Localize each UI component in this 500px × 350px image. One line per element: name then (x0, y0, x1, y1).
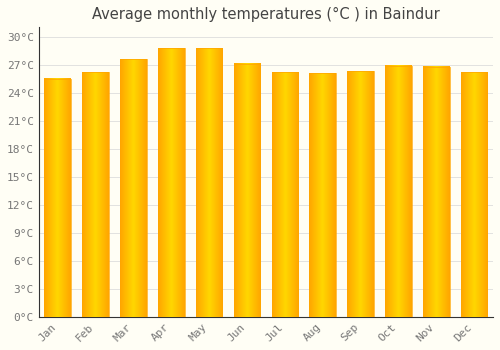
Bar (196, 48, 222, 317)
Bar (44, 79, 71, 317)
Bar (82, 72, 109, 317)
Bar (120, 59, 146, 317)
Bar (385, 65, 411, 317)
Bar (272, 72, 298, 317)
Bar (158, 48, 184, 317)
Bar (423, 66, 450, 317)
Bar (348, 71, 374, 317)
Bar (234, 64, 260, 317)
Bar (310, 73, 336, 317)
Bar (461, 72, 487, 317)
Title: Average monthly temperatures (°C ) in Baindur: Average monthly temperatures (°C ) in Ba… (92, 7, 440, 22)
